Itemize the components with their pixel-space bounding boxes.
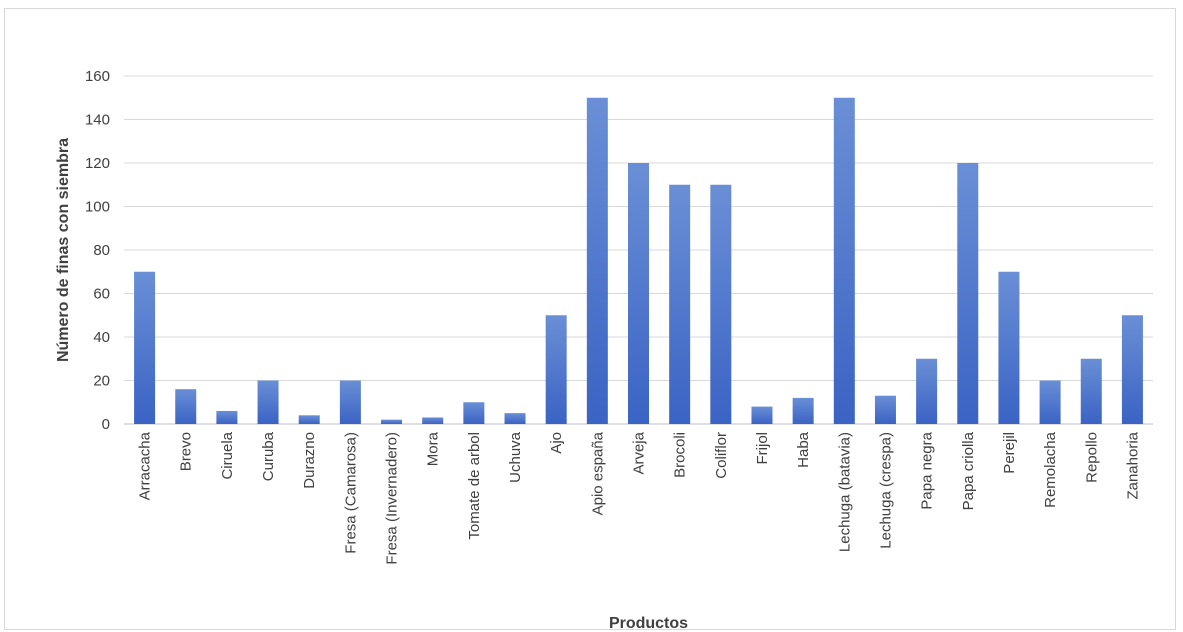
x-tick-label: Apio españa: [589, 431, 606, 515]
x-tick-label: Tomate de arbol: [466, 432, 483, 540]
y-tick-label: 80: [93, 242, 110, 259]
x-tick-label: Remolacha: [1042, 431, 1059, 508]
bar: [833, 97, 855, 424]
y-tick-label: 160: [85, 68, 110, 85]
y-tick-label: 60: [93, 286, 110, 303]
bar: [1039, 380, 1061, 424]
y-tick-label: 140: [85, 112, 110, 129]
bars: [134, 97, 1143, 424]
x-tick-label: Fresa (Camarosa): [342, 432, 359, 554]
bar: [792, 397, 814, 424]
bar: [1080, 358, 1102, 424]
x-tick-label: Brevo: [178, 432, 195, 471]
x-tick-label: Zanahoria: [1124, 431, 1141, 499]
bar: [504, 413, 526, 424]
y-tick-labels: 0 20 40 60 80 100 120 140 160: [85, 68, 110, 433]
bar: [1121, 315, 1143, 424]
bar: [586, 97, 608, 424]
x-tick-label: Brocoli: [672, 432, 689, 478]
bar: [339, 380, 361, 424]
bar: [463, 402, 485, 424]
y-axis-title: Número de finas con siembra: [55, 138, 72, 362]
bar: [545, 315, 567, 424]
x-tick-label: Coliflor: [713, 432, 730, 479]
x-tick-label: Arveja: [631, 431, 648, 474]
x-tick-label: Curuba: [260, 431, 277, 481]
x-tick-label: Perejil: [1001, 432, 1018, 474]
bar: [916, 358, 938, 424]
x-tick-label: Haba: [795, 431, 812, 468]
y-tick-label: 20: [93, 373, 110, 390]
y-tick-label: 100: [85, 199, 110, 216]
bar: [957, 163, 979, 424]
bar: [628, 163, 649, 424]
bar: [751, 406, 773, 424]
x-tick-label: Ciruela: [219, 431, 236, 479]
x-tick-label: Repollo: [1083, 432, 1100, 483]
x-tick-label: Durazno: [301, 432, 318, 489]
x-tick-label: Papa criolla: [960, 431, 977, 510]
x-tick-label: Frijol: [754, 432, 771, 465]
bar: [710, 184, 732, 424]
bar: [175, 389, 197, 424]
x-tick-label: Fresa (Invernadero): [384, 432, 401, 565]
bar: [874, 395, 896, 424]
bar: [381, 419, 403, 424]
bar: [298, 415, 320, 424]
x-tick-label: Mora: [425, 431, 442, 466]
x-axis-title: Productos: [609, 615, 688, 632]
x-tick-labels: Arracacha Brevo Ciruela Curuba Durazno Fresa …: [137, 431, 1142, 564]
bar: [998, 271, 1020, 424]
bar: [134, 271, 156, 424]
x-tick-label: Arracacha: [137, 431, 154, 500]
x-tick-label: Ajo: [548, 432, 565, 454]
y-tick-label: 40: [93, 329, 110, 346]
bar: [216, 410, 238, 424]
x-tick-label: Papa negra: [919, 431, 936, 509]
bar: [422, 417, 444, 424]
x-tick-label: Lechuga (crespa): [877, 432, 894, 549]
x-tick-label: Lechuga (batavia): [836, 432, 853, 552]
bar: [257, 380, 279, 424]
y-tick-label: 0: [102, 416, 110, 433]
y-tick-label: 120: [85, 155, 110, 172]
x-tick-label: Uchuva: [507, 431, 524, 483]
bar: [669, 184, 691, 424]
